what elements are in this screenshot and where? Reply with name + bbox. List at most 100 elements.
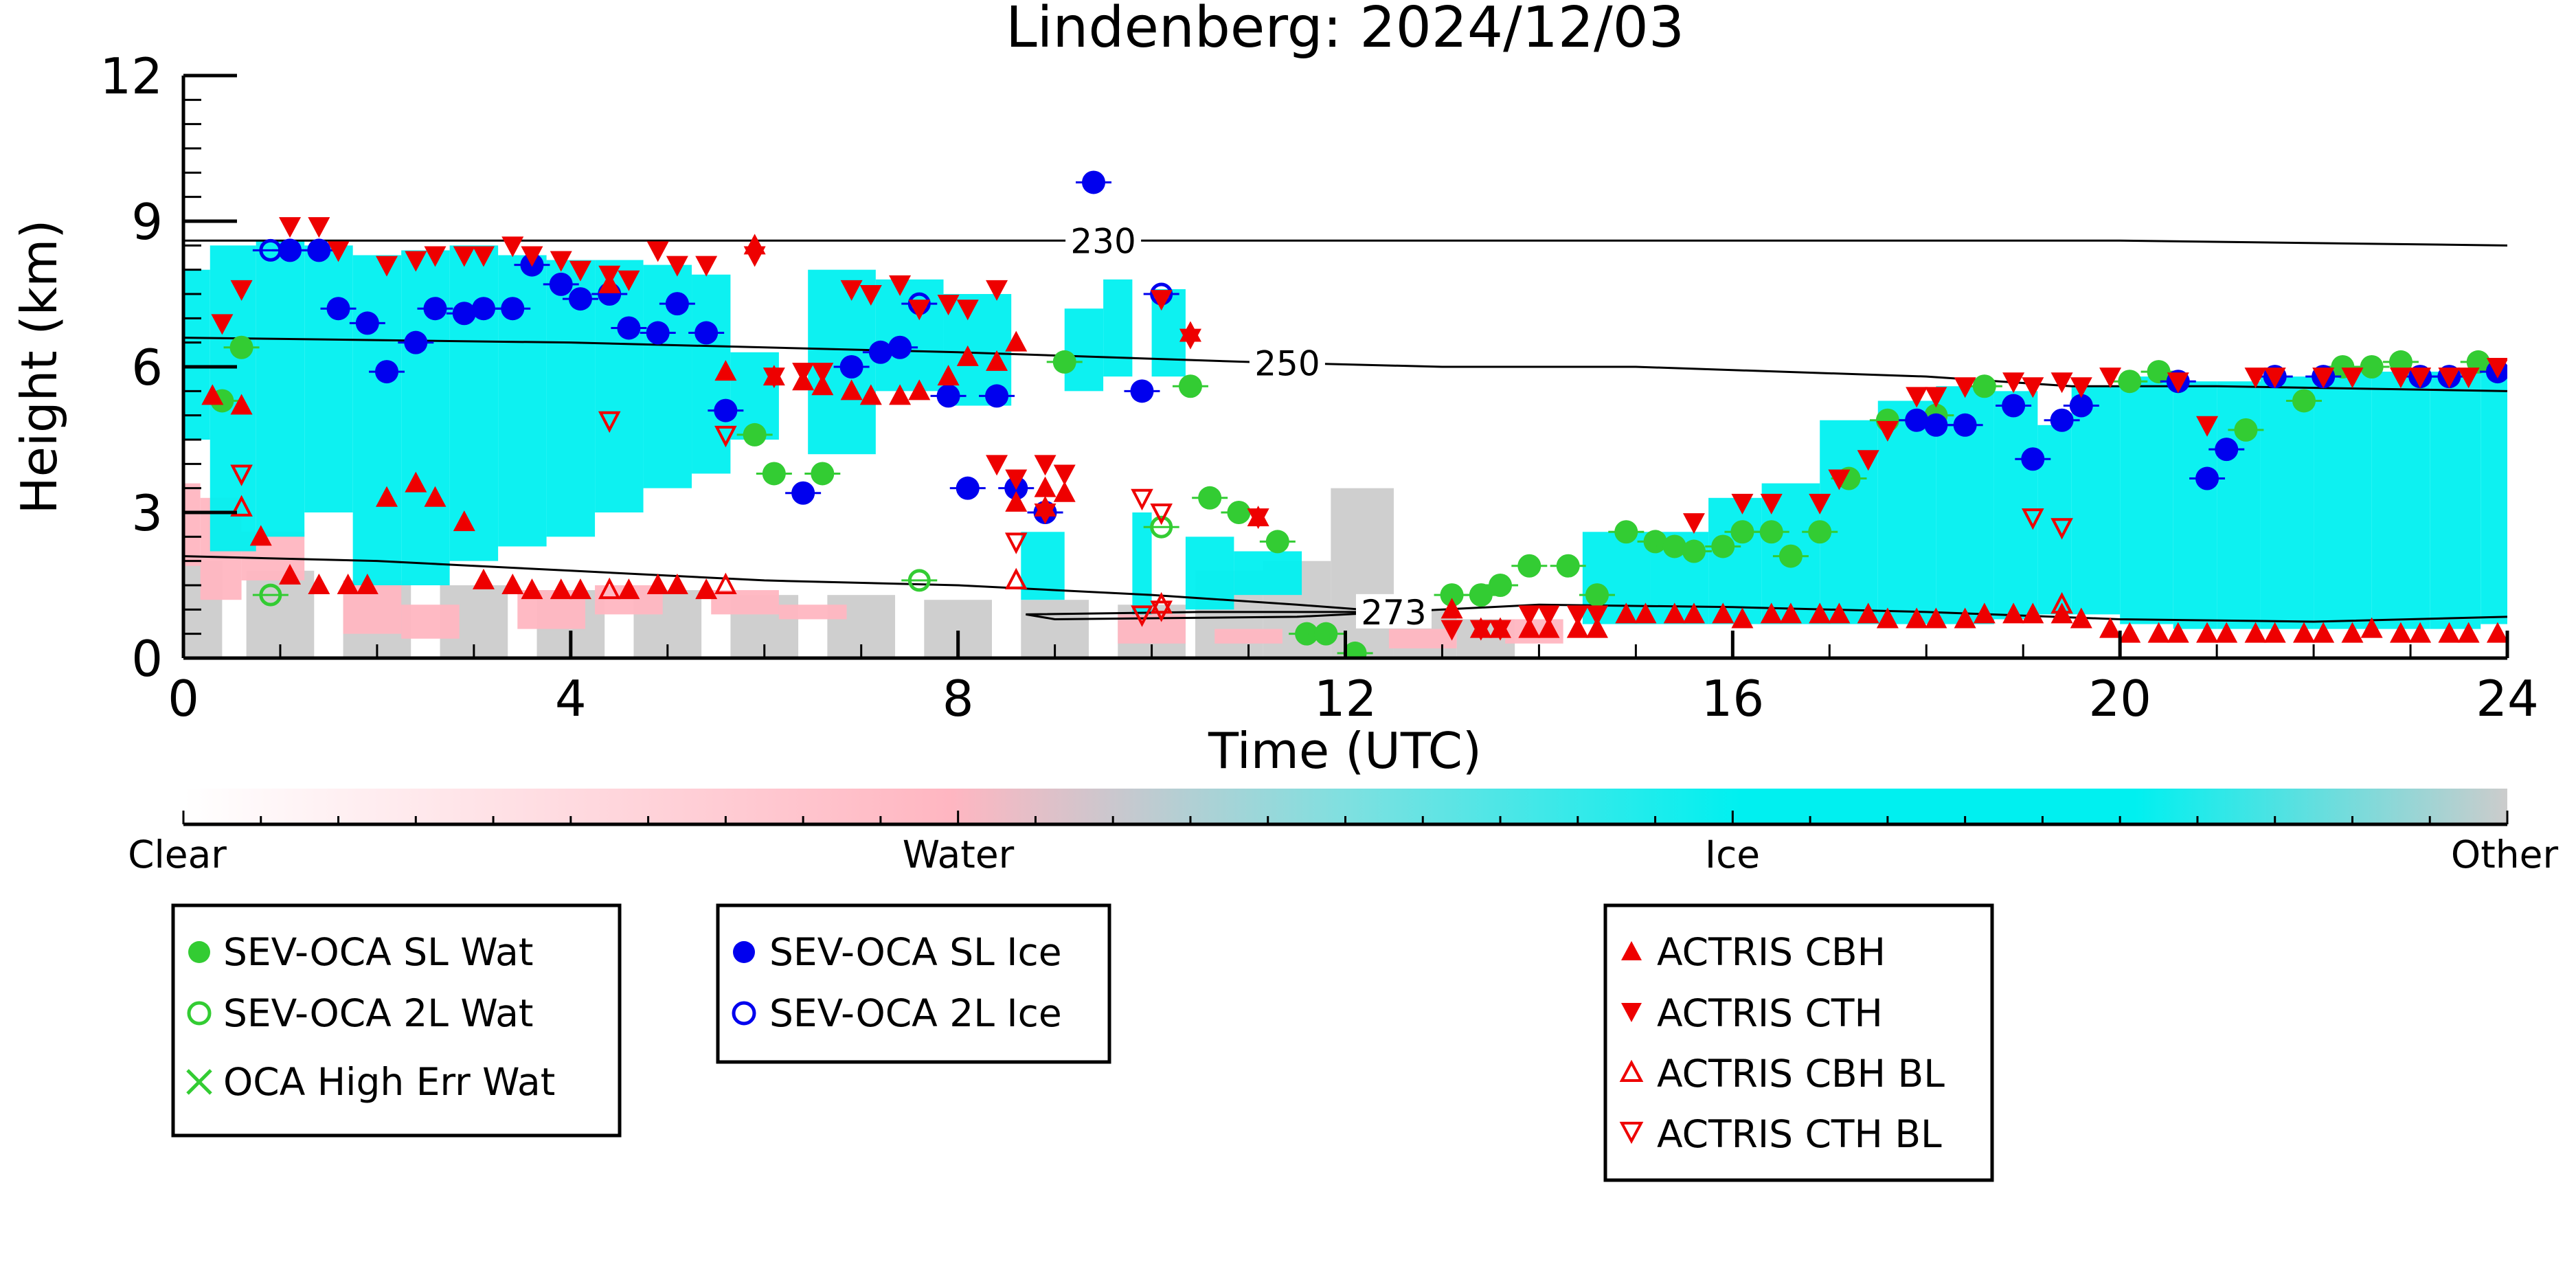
actris-cbh-point xyxy=(859,384,882,405)
actris-cth-point xyxy=(2438,368,2461,389)
actris-cbh-point xyxy=(279,563,302,585)
actris-cth-point xyxy=(937,295,960,316)
actris-cbh-point xyxy=(908,379,931,400)
ice-mask-column xyxy=(352,255,402,585)
colorbar-label-ice: Ice xyxy=(1705,833,1760,877)
legend-ice-group: SEV-OCA SL Ice SEV-OCA 2L Ice xyxy=(716,903,1111,1064)
water-mask-column xyxy=(1214,629,1283,644)
actris-cbh-point xyxy=(1034,476,1057,497)
actris-cth-point xyxy=(1034,455,1057,476)
legend-cbh-bl-marker xyxy=(1619,1059,1644,1082)
actris-cbh-point xyxy=(569,578,591,600)
actris-cbh-point xyxy=(2438,622,2461,643)
legend-ice-box xyxy=(716,903,1111,1064)
actris-cbh-point xyxy=(2070,607,2092,629)
isotherm-line xyxy=(183,555,2507,623)
actris-cbh-point xyxy=(2341,622,2364,643)
sev-oca-sl-ice-point xyxy=(568,287,592,311)
isotherm-labels: 230 250 273 xyxy=(1065,221,1432,633)
sev-oca-sl-ice-point xyxy=(956,476,980,500)
actris-cth-point xyxy=(501,236,524,258)
sev-oca-2l-wat-point xyxy=(259,583,282,607)
ice-mask-column xyxy=(449,245,499,561)
sev-oca-sl-ice-point xyxy=(888,335,912,359)
actris-cbh-point xyxy=(2244,622,2267,643)
y-tick-label: 3 xyxy=(131,484,163,542)
legend-2l-wat-marker xyxy=(187,1001,212,1026)
actris-cth-point xyxy=(1005,469,1028,490)
actris-cth-point xyxy=(2341,368,2364,389)
actris-cbh-point xyxy=(2215,622,2238,643)
isotherm-label: 230 xyxy=(1070,221,1136,261)
sev-oca-sl-wat-point xyxy=(1314,622,1338,646)
sev-oca-sl-ice-point xyxy=(936,384,960,408)
actris-cth-point xyxy=(2486,358,2507,379)
actris-cth-point xyxy=(1809,493,1831,515)
sev-oca-sl-ice-point xyxy=(2215,438,2239,462)
actris-cbh-point xyxy=(1828,602,1851,624)
actris-cbh-point xyxy=(937,365,960,386)
actris-cth-point xyxy=(2389,368,2412,389)
actris-cbh-point xyxy=(1005,490,1028,512)
actris-cbh-point xyxy=(2486,622,2507,643)
actris-cbh-point xyxy=(2457,622,2480,643)
actris-cth-point xyxy=(1906,387,1928,408)
actris-cbh-point xyxy=(2147,622,2170,643)
actris-cbh-point xyxy=(1537,617,1560,638)
sev-oca-sl-wat-point xyxy=(2292,389,2316,413)
ice-mask-column xyxy=(1993,391,2038,620)
actris-cth-point xyxy=(2070,377,2092,398)
legend-2l-wat-label: SEV-OCA 2L Wat xyxy=(223,991,534,1035)
y-tick-label: 0 xyxy=(131,630,163,688)
actris-cbh-bl-point xyxy=(1004,567,1028,589)
sev-oca-sl-wat-point xyxy=(1052,350,1076,374)
x-tick-label: 20 xyxy=(2088,670,2151,727)
actris-cth-point xyxy=(1731,493,1754,515)
actris-cbh-point xyxy=(1518,617,1541,638)
actris-cth-bl-point xyxy=(1004,532,1028,554)
actris-cbh-point xyxy=(840,379,863,400)
actris-cth-bl-point xyxy=(598,411,621,433)
actris-cbh-point xyxy=(1857,602,1879,624)
isotherm-label-bg xyxy=(1065,223,1142,258)
actris-cth-point xyxy=(1954,377,1976,398)
y-tick-label: 9 xyxy=(131,193,163,251)
sev-oca-sl-wat-point xyxy=(2147,360,2171,384)
sev-oca-sl-ice-point xyxy=(1082,170,1106,194)
other-mask-column xyxy=(1331,488,1394,658)
ice-mask-column xyxy=(2260,376,2314,629)
actris-cbh-point xyxy=(1876,607,1899,629)
sev-oca-sl-ice-point xyxy=(501,297,525,321)
sev-oca-sl-wat-point xyxy=(2360,355,2384,379)
actris-cbh-point xyxy=(249,525,272,546)
actris-cbh-point xyxy=(201,384,224,405)
actris-cbh-point xyxy=(1634,602,1657,624)
legend-water-box xyxy=(171,903,622,1138)
sev-oca-sl-wat-point xyxy=(1778,544,1803,568)
actris-cbh-point xyxy=(405,471,427,493)
actris-cth-point xyxy=(211,314,234,335)
actris-cth-point xyxy=(308,217,330,238)
x-tick-label: 12 xyxy=(1314,670,1377,727)
actris-cth-point xyxy=(1469,620,1492,641)
sev-oca-sl-wat-point xyxy=(1295,622,1319,646)
x-tick-label: 8 xyxy=(942,670,974,727)
legend-actris-box xyxy=(1603,903,1994,1182)
actris-cth-point xyxy=(2263,368,2286,389)
actris-cth-point xyxy=(1179,328,1201,350)
actris-cth-point xyxy=(2002,372,2025,394)
actris-cth-bl-point xyxy=(714,425,737,448)
colorbar-label-other: Other xyxy=(2451,833,2559,877)
y-tick-label: 6 xyxy=(131,339,163,396)
actris-cth-point xyxy=(550,251,572,272)
sev-oca-sl-ice-point xyxy=(1924,413,1948,437)
y-tick-label: 12 xyxy=(100,47,163,105)
actris-cbh-point xyxy=(1585,617,1608,638)
actris-cbh-point xyxy=(2389,622,2412,643)
sev-oca-sl-ice-point xyxy=(278,238,302,262)
actris-cbh-point xyxy=(2167,622,2189,643)
actris-cbh-point xyxy=(1005,330,1028,352)
sev-oca-sl-wat-point xyxy=(1556,554,1580,578)
ice-mask-column xyxy=(2371,372,2430,629)
